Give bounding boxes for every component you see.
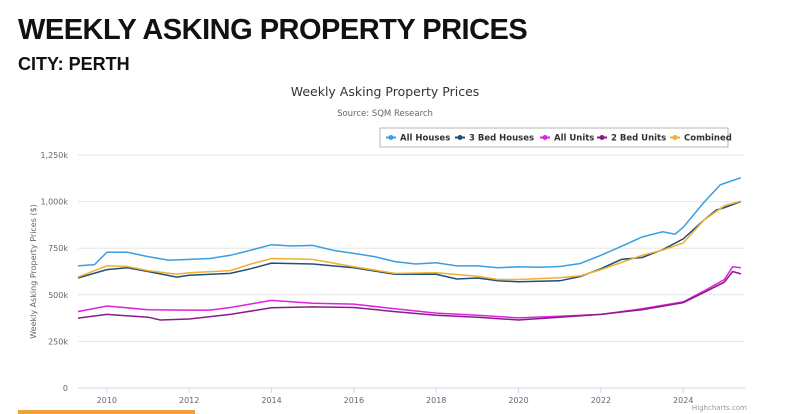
legend-item[interactable]: All Houses: [400, 134, 450, 144]
x-tick-label: 2012: [179, 396, 199, 405]
y-tick-label: 0: [63, 384, 68, 393]
x-tick-label: 2024: [673, 396, 693, 405]
legend-marker: [672, 135, 678, 140]
series-line-all-units: [77, 265, 741, 319]
y-tick-label: 250k: [48, 337, 68, 346]
series-line-all-houses: [77, 176, 742, 269]
y-tick-label: 1,250k: [40, 151, 68, 160]
legend-marker: [542, 135, 548, 140]
x-tick-label: 2022: [591, 396, 611, 405]
city-subheading: CITY: PERTH: [18, 54, 130, 74]
x-tick-label: 2016: [344, 396, 364, 405]
legend-marker: [599, 135, 605, 140]
legend-item[interactable]: All Units: [554, 134, 594, 144]
x-tick-label: 2010: [97, 396, 117, 405]
legend-item[interactable]: 3 Bed Houses: [469, 134, 534, 144]
y-tick-label: 500k: [48, 291, 68, 300]
legend-marker: [457, 135, 463, 140]
x-tick-label: 2020: [508, 396, 528, 405]
x-tick-label: 2014: [261, 396, 281, 405]
series-line-3-bed-houses: [77, 200, 742, 283]
chart-subtitle: Source: SQM Research: [337, 109, 433, 119]
legend-item[interactable]: Combined: [684, 134, 732, 144]
legend-marker: [388, 135, 394, 140]
y-tick-label: 1,000k: [40, 198, 68, 207]
legend-item[interactable]: 2 Bed Units: [611, 134, 666, 144]
series-line-combined: [77, 200, 742, 281]
x-tick-label: 2018: [426, 396, 446, 405]
highcharts-credit: Highcharts.com: [692, 404, 747, 412]
chart-title: Weekly Asking Property Prices: [291, 84, 480, 99]
orange-divider: [18, 410, 195, 414]
y-tick-label: 750k: [48, 244, 68, 253]
y-axis-label: Weekly Asking Property Prices ($): [29, 204, 38, 339]
legend-box: [379, 127, 729, 148]
page-heading: WEEKLY ASKING PROPERTY PRICES: [18, 14, 528, 46]
series-line-2-bed-units: [77, 270, 742, 321]
